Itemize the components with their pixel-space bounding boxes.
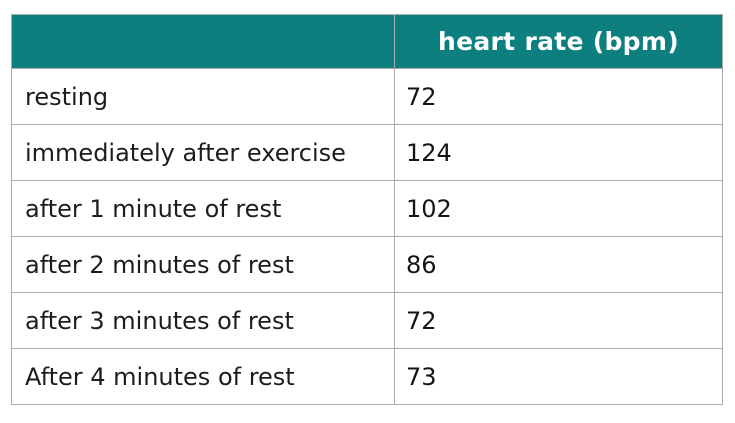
row-value-after-1-minute: 102 <box>394 180 723 237</box>
table-header: heart rate (bpm) <box>11 14 723 69</box>
row-label-after-1-minute: after 1 minute of rest <box>11 180 395 237</box>
row-value-immediately-after-exercise: 124 <box>394 124 723 181</box>
header-cell-empty <box>11 14 395 69</box>
header-cell-heart-rate: heart rate (bpm) <box>394 14 723 69</box>
table-row: after 3 minutes of rest 72 <box>11 292 723 349</box>
row-value-after-3-minutes: 72 <box>394 292 723 349</box>
table-row: After 4 minutes of rest 73 <box>11 348 723 405</box>
table-row: immediately after exercise 124 <box>11 124 723 181</box>
row-label-after-4-minutes: After 4 minutes of rest <box>11 348 395 405</box>
heart-rate-table: heart rate (bpm) resting 72 immediately … <box>11 14 723 405</box>
row-value-after-4-minutes: 73 <box>394 348 723 405</box>
row-value-after-2-minutes: 86 <box>394 236 723 293</box>
table-row: after 2 minutes of rest 86 <box>11 236 723 293</box>
row-label-resting: resting <box>11 68 395 125</box>
table-row: after 1 minute of rest 102 <box>11 180 723 237</box>
table-body: resting 72 immediately after exercise 12… <box>11 68 723 405</box>
row-label-after-2-minutes: after 2 minutes of rest <box>11 236 395 293</box>
table-row: resting 72 <box>11 68 723 125</box>
heart-rate-table-container: heart rate (bpm) resting 72 immediately … <box>11 14 723 405</box>
row-label-after-3-minutes: after 3 minutes of rest <box>11 292 395 349</box>
row-value-resting: 72 <box>394 68 723 125</box>
row-label-immediately-after-exercise: immediately after exercise <box>11 124 395 181</box>
header-row: heart rate (bpm) <box>11 14 723 69</box>
